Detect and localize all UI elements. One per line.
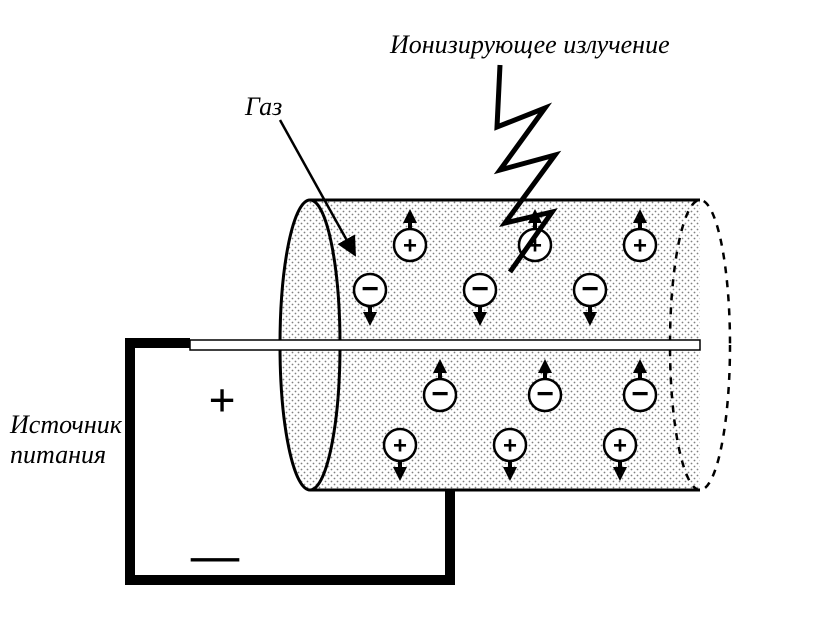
label-power-source-l2: питания [10, 440, 106, 469]
power-plus-sign: + [208, 374, 235, 427]
anode-wire [190, 340, 700, 350]
svg-text:+: + [403, 233, 417, 260]
svg-text:−: − [581, 273, 599, 306]
svg-text:+: + [633, 233, 647, 260]
svg-text:−: − [536, 378, 554, 411]
svg-text:−: − [431, 378, 449, 411]
diagram-canvas: +++−−−−−−+++ + — [0, 0, 815, 641]
svg-text:−: − [471, 273, 489, 306]
power-minus-sign: — [190, 529, 240, 582]
label-power-source: Источник питания [10, 410, 122, 470]
svg-text:+: + [503, 433, 517, 460]
svg-text:+: + [393, 433, 407, 460]
svg-text:+: + [613, 433, 627, 460]
label-radiation: Ионизирующее излучение [390, 30, 670, 60]
label-gas: Газ [245, 92, 282, 122]
label-power-source-l1: Источник [10, 410, 122, 439]
svg-text:−: − [631, 378, 649, 411]
svg-text:−: − [361, 273, 379, 306]
